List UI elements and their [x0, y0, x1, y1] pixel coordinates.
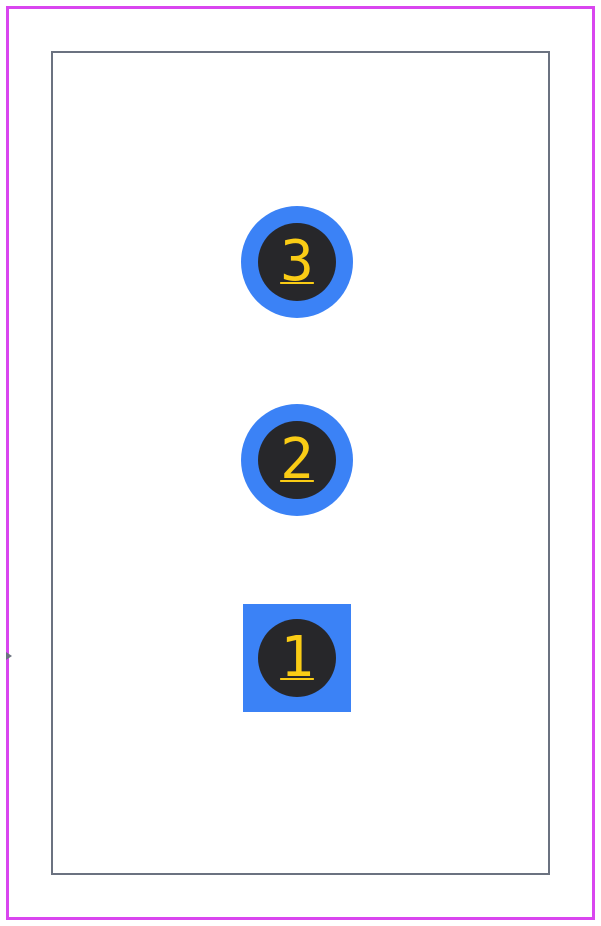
- pad-label: 2: [280, 432, 314, 488]
- pad-1: 1: [243, 604, 351, 712]
- pad-label: 1: [280, 630, 314, 686]
- pin1-marker: [6, 652, 12, 660]
- pad-2: 2: [241, 404, 353, 516]
- pad-3: 3: [241, 206, 353, 318]
- pad-label: 3: [280, 234, 314, 290]
